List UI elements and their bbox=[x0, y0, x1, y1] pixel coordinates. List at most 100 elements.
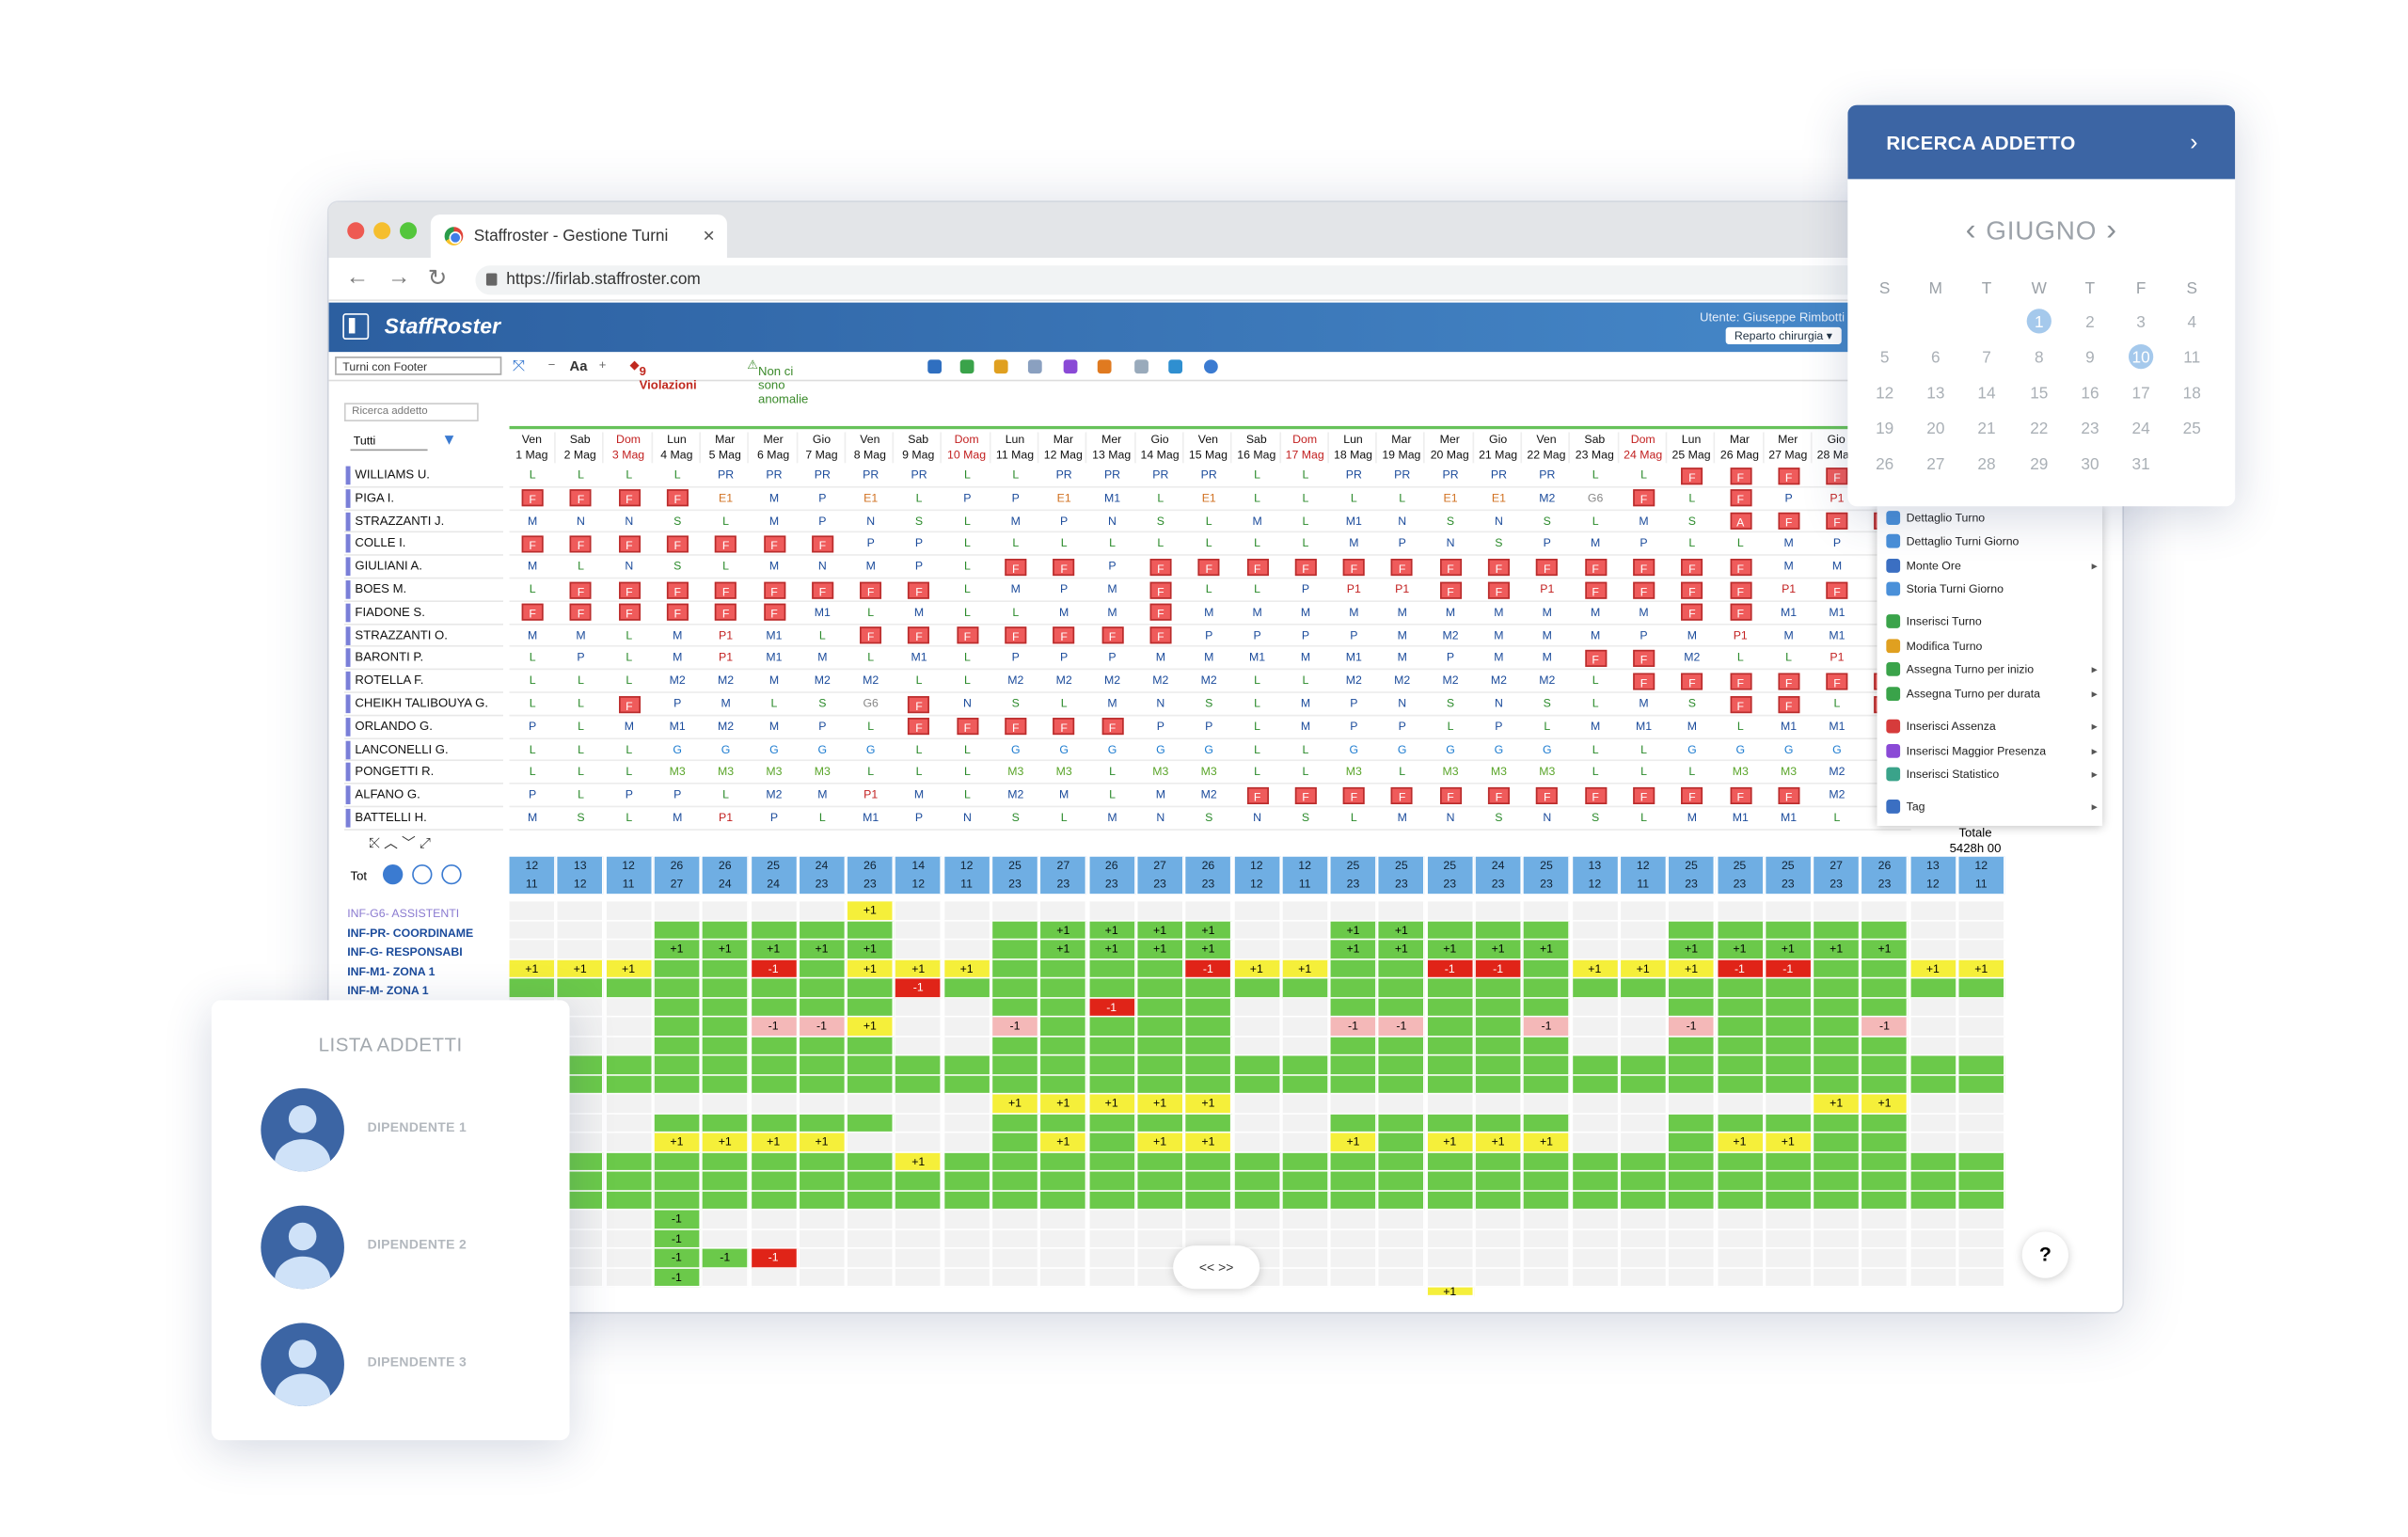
shift-cell[interactable]: L bbox=[1399, 490, 1406, 505]
shift-cell[interactable]: F bbox=[1089, 716, 1135, 737]
shift-cell[interactable]: N bbox=[817, 559, 827, 574]
context-menu-item[interactable]: Inserisci Assenza ▸ bbox=[1886, 719, 2098, 734]
shift-cell[interactable]: L bbox=[1592, 513, 1599, 528]
shift-cell[interactable]: M3 bbox=[814, 764, 831, 779]
day-header[interactable]: Sab 16 Mag bbox=[1234, 432, 1281, 464]
shift-cell[interactable]: L bbox=[578, 696, 584, 710]
shift-cell[interactable]: E1 bbox=[1201, 490, 1216, 505]
shift-cell[interactable]: P1 bbox=[719, 650, 734, 665]
shift-cell[interactable]: M bbox=[768, 490, 780, 505]
shift-cell[interactable]: P1 bbox=[719, 627, 734, 642]
shift-cell[interactable]: M3 bbox=[718, 764, 735, 779]
shift-cell[interactable]: M1 bbox=[863, 810, 879, 825]
shift-cell[interactable]: E1 bbox=[1056, 490, 1071, 505]
shift-cell[interactable]: P bbox=[914, 536, 924, 550]
shift-cell[interactable]: F bbox=[1234, 784, 1280, 806]
shift-cell[interactable]: L bbox=[915, 741, 923, 756]
shift-cell[interactable]: M bbox=[1542, 650, 1552, 665]
shift-cell[interactable]: M bbox=[913, 787, 925, 802]
shift-cell[interactable]: M1 bbox=[1345, 513, 1362, 528]
shift-cell[interactable]: N bbox=[1156, 810, 1165, 825]
shift-cell[interactable]: P bbox=[1205, 719, 1213, 734]
shift-cell[interactable]: S bbox=[1205, 696, 1213, 710]
shift-cell[interactable]: L bbox=[1254, 741, 1261, 756]
calendar-day[interactable]: 28 bbox=[1977, 455, 1996, 474]
shift-cell[interactable]: F bbox=[1476, 556, 1522, 578]
shift-cell[interactable]: L bbox=[1205, 581, 1212, 596]
shift-cell[interactable]: F bbox=[606, 693, 652, 715]
shift-cell[interactable]: F bbox=[1186, 556, 1232, 578]
shift-cell[interactable]: P bbox=[1011, 490, 1020, 505]
shift-cell[interactable]: M bbox=[1783, 559, 1794, 574]
shift-cell[interactable]: L bbox=[1736, 650, 1744, 665]
shift-cell[interactable]: M bbox=[1542, 604, 1552, 619]
calendar-day[interactable]: 27 bbox=[1926, 455, 1945, 474]
shift-cell[interactable]: M bbox=[1397, 650, 1407, 665]
shift-cell[interactable]: L bbox=[1592, 741, 1599, 756]
shift-cell[interactable]: P1 bbox=[719, 810, 734, 825]
prev-month-icon[interactable]: ‹ bbox=[1965, 213, 1977, 247]
day-header[interactable]: Lun 4 Mag bbox=[655, 432, 701, 464]
shift-cell[interactable]: S bbox=[818, 696, 827, 710]
context-menu-item[interactable]: Modifica Turno bbox=[1886, 639, 1982, 654]
filter-select[interactable]: Tutti bbox=[350, 432, 428, 452]
shift-cell[interactable]: L bbox=[578, 719, 584, 734]
shift-cell[interactable]: M1 bbox=[1732, 810, 1749, 825]
day-header[interactable]: Sab 23 Mag bbox=[1573, 432, 1619, 464]
shift-cell[interactable]: N bbox=[866, 513, 876, 528]
shift-cell[interactable]: F bbox=[1669, 671, 1715, 692]
calendar-day[interactable]: 21 bbox=[1977, 420, 1996, 439]
shift-cell[interactable]: L bbox=[1640, 764, 1647, 779]
shift-cell[interactable]: P bbox=[818, 513, 827, 528]
shift-cell[interactable]: F bbox=[751, 602, 797, 624]
shift-cell[interactable]: L bbox=[1350, 810, 1357, 825]
document-icon[interactable] bbox=[1134, 359, 1149, 374]
shift-cell[interactable]: M2 bbox=[1007, 673, 1024, 688]
shift-cell[interactable]: PR bbox=[1394, 467, 1411, 483]
shift-cell[interactable]: S bbox=[1543, 513, 1551, 528]
shift-cell[interactable]: M bbox=[768, 513, 780, 528]
shift-cell[interactable]: M bbox=[1107, 581, 1117, 596]
shift-cell[interactable]: M bbox=[1107, 810, 1117, 825]
shift-cell[interactable]: L bbox=[1109, 787, 1116, 802]
shift-cell[interactable]: L bbox=[1592, 673, 1599, 688]
employee-name[interactable]: ORLANDO G. bbox=[343, 716, 503, 739]
shift-cell[interactable]: PR bbox=[1539, 467, 1556, 483]
shift-cell[interactable]: L bbox=[867, 604, 875, 619]
shift-cell[interactable]: PR bbox=[814, 467, 831, 483]
shift-cell[interactable]: M3 bbox=[1200, 764, 1217, 779]
minimize-window-icon[interactable] bbox=[373, 222, 391, 240]
report-icon[interactable] bbox=[1027, 359, 1042, 374]
shift-cell[interactable]: M3 bbox=[1732, 764, 1749, 779]
shift-cell[interactable]: F bbox=[848, 578, 894, 600]
shift-cell[interactable]: M bbox=[1783, 627, 1794, 642]
employee-name[interactable]: COLLE I. bbox=[343, 533, 503, 557]
shift-cell[interactable]: M1 bbox=[1781, 810, 1798, 825]
view-select[interactable]: Turni con Footer bbox=[335, 357, 502, 375]
shift-cell[interactable]: F bbox=[1137, 556, 1183, 578]
shift-cell[interactable]: M bbox=[1783, 536, 1794, 550]
shift-cell[interactable]: F bbox=[510, 487, 556, 509]
shift-cell[interactable]: F bbox=[895, 578, 942, 600]
shift-cell[interactable]: L bbox=[1012, 536, 1020, 550]
shift-cell[interactable]: F bbox=[655, 578, 701, 600]
shift-cell[interactable]: F bbox=[1621, 784, 1667, 806]
shift-cell[interactable]: L bbox=[963, 536, 971, 550]
url-input[interactable]: https://firlab.staffroster.com bbox=[475, 265, 2112, 295]
shift-cell[interactable]: L bbox=[1736, 719, 1744, 734]
shift-cell[interactable]: L bbox=[1350, 490, 1357, 505]
shift-cell[interactable]: N bbox=[1398, 513, 1407, 528]
expand-icon[interactable]: ⤧ bbox=[512, 357, 525, 375]
shift-cell[interactable]: L bbox=[529, 467, 536, 483]
shift-cell[interactable]: L bbox=[867, 719, 875, 734]
shift-cell[interactable]: M2 bbox=[1394, 673, 1411, 688]
shift-cell[interactable]: F bbox=[1621, 556, 1667, 578]
shift-cell[interactable]: P bbox=[818, 719, 827, 734]
shift-cell[interactable]: M3 bbox=[1055, 764, 1072, 779]
shift-cell[interactable]: F bbox=[1718, 556, 1764, 578]
shift-cell[interactable]: PR bbox=[1345, 467, 1362, 483]
shift-cell[interactable]: P1 bbox=[1733, 627, 1748, 642]
shift-cell[interactable]: L bbox=[1640, 741, 1647, 756]
shift-cell[interactable]: P bbox=[1446, 650, 1455, 665]
shift-cell[interactable]: G bbox=[1735, 741, 1746, 756]
